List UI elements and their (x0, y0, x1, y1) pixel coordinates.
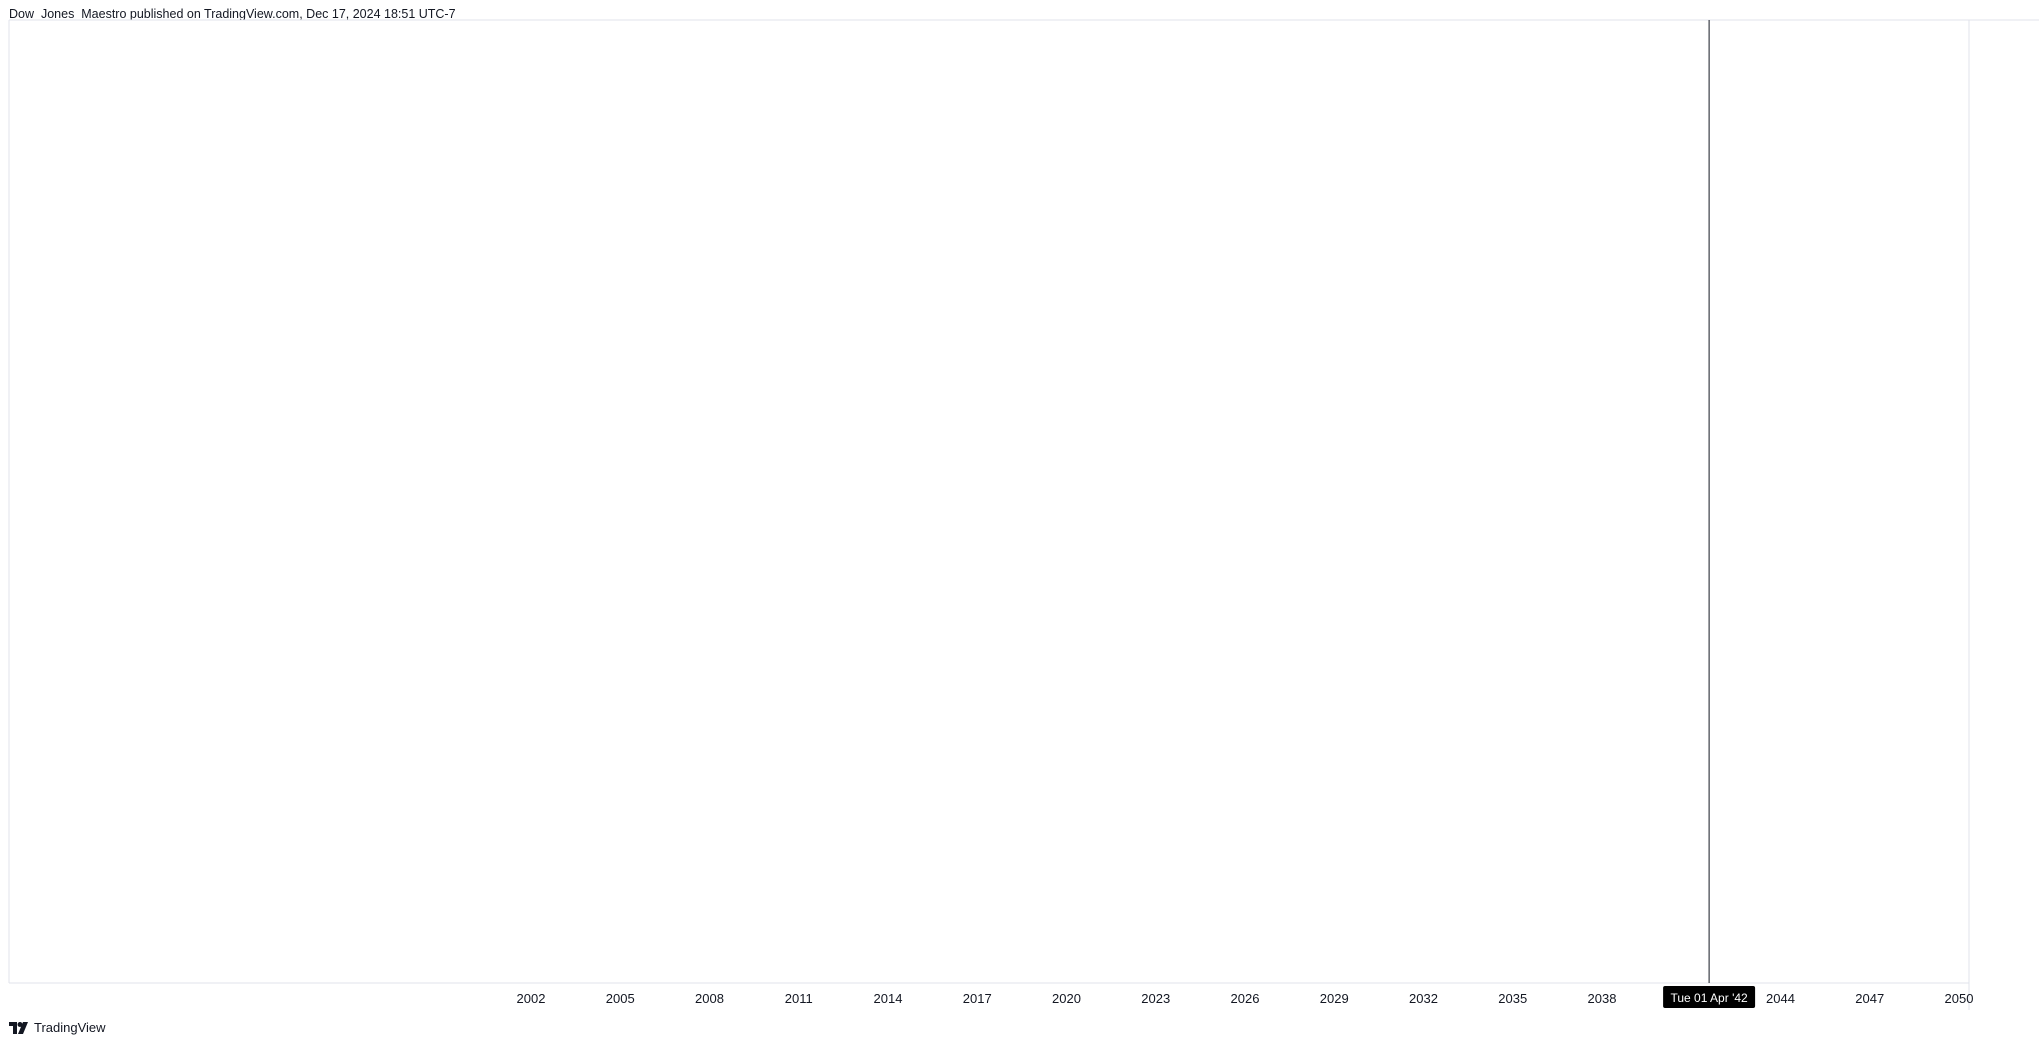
grid-layer (8, 19, 2039, 1010)
x-tick-label: 2014 (874, 991, 903, 1006)
x-tick-label: 2029 (1320, 991, 1349, 1006)
x-tick-label: 2047 (1855, 991, 1884, 1006)
crosshair-date-label: Tue 01 Apr '42 (1670, 991, 1748, 1005)
tradingview-logo[interactable]: TradingView (9, 1020, 106, 1035)
x-tick-label: 2026 (1231, 991, 1260, 1006)
x-tick-label: 2011 (785, 991, 813, 1006)
x-tick-label: 2038 (1588, 991, 1617, 1006)
tradingview-logo-icon (9, 1021, 28, 1034)
x-tick-label: 2023 (1141, 991, 1170, 1006)
x-tick-label: 2008 (695, 991, 724, 1006)
x-tick-label: 2017 (963, 991, 992, 1006)
x-tick-label: 2035 (1498, 991, 1527, 1006)
publisher-header: Dow_Jones_Maestro published on TradingVi… (9, 7, 456, 21)
crosshair-date-badge (1663, 986, 1756, 1008)
x-tick-label: 2050 (1945, 991, 1974, 1006)
tradingview-logo-text: TradingView (34, 1020, 106, 1035)
x-tick-label: 2005 (606, 991, 635, 1006)
x-tick-label: 2002 (517, 991, 546, 1006)
x-tick-label: 2032 (1409, 991, 1438, 1006)
x-tick-label: 2020 (1052, 991, 1081, 1006)
x-tick-label: 2044 (1766, 991, 1795, 1006)
axes-layer: 230,000200,000170,000130,000114,00098,00… (517, 20, 1974, 1008)
